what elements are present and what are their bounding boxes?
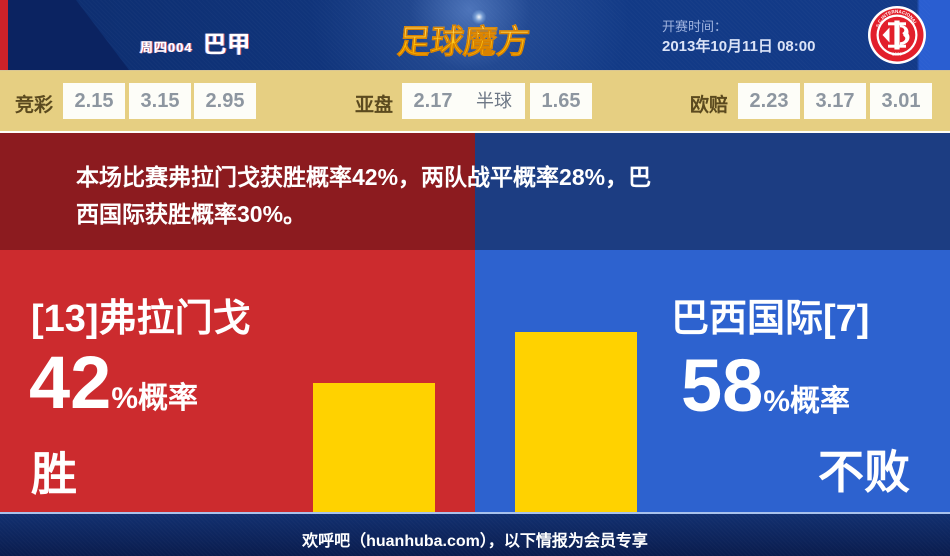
svg-text:1909: 1909	[892, 52, 902, 57]
